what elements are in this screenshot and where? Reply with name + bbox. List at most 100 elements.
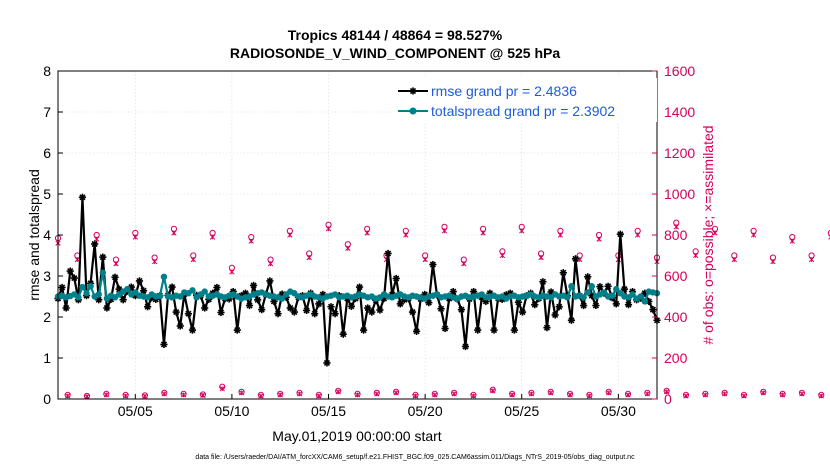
rmse-point: [331, 310, 339, 318]
rmse-point: [144, 303, 152, 311]
assimilated-obs-marker: [528, 391, 535, 397]
assimilated-obs-marker: [789, 238, 795, 244]
assimilated-obs-marker: [770, 258, 776, 265]
assimilated-obs-marker: [731, 256, 737, 263]
spread-point: [75, 294, 82, 301]
spread-point: [160, 273, 168, 281]
assimilated-obs-marker: [267, 261, 274, 267]
rmse-point: [364, 304, 372, 312]
rmse-point: [95, 296, 103, 304]
y-left-tick-label: 2: [43, 309, 51, 325]
assimilated-obs-marker: [238, 390, 245, 396]
rmse-point: [518, 308, 527, 316]
y-right-tick-label: 200: [664, 350, 688, 366]
rmse-point: [119, 296, 127, 304]
assimilated-obs-marker: [180, 392, 187, 398]
assimilated-obs-marker: [808, 256, 815, 263]
assimilated-obs-marker: [548, 390, 554, 396]
spread-point: [588, 283, 596, 290]
spread-point: [278, 295, 286, 302]
assimilated-obs-marker: [818, 393, 824, 399]
rmse-point: [490, 326, 498, 334]
y-left-tick-label: 3: [43, 268, 51, 284]
chart-title-line1: Tropics 48144 / 48864 = 98.527%: [288, 27, 503, 43]
spread-point: [156, 292, 164, 300]
rmse-point: [258, 306, 266, 314]
rmse-point: [539, 278, 547, 286]
rmse-point: [624, 301, 633, 309]
spread-point: [124, 285, 131, 293]
assimilated-obs-marker: [190, 256, 196, 263]
rmse-point: [274, 310, 282, 318]
spread-point: [568, 283, 575, 290]
x-tick-label: 05/25: [504, 403, 539, 419]
rmse-point: [78, 193, 87, 201]
rmse-point: [99, 253, 107, 261]
rmse-point: [160, 340, 168, 349]
spread-point: [95, 291, 102, 298]
spread-point: [189, 287, 196, 294]
rmse-point: [616, 230, 624, 238]
x-tick-label: 05/10: [214, 403, 249, 419]
y-left-tick-label: 6: [43, 145, 51, 161]
assimilated-obs-marker: [161, 391, 167, 397]
rmse-point: [139, 287, 148, 295]
y-left-tick-label: 1: [43, 350, 51, 366]
y-right-tick-label: 1200: [664, 145, 695, 161]
rmse-point: [249, 281, 258, 290]
assimilated-obs-marker: [432, 392, 438, 398]
rmse-point: [392, 274, 400, 283]
y-right-tick-label: 600: [664, 268, 688, 284]
assimilated-obs-marker: [84, 393, 90, 400]
rmse-point: [103, 304, 111, 312]
assimilated-obs-marker: [171, 230, 177, 236]
rmse-point: [368, 308, 376, 316]
assimilated-obs-marker: [345, 245, 351, 251]
assimilated-obs-marker: [219, 386, 225, 392]
rmse-point: [213, 283, 221, 292]
rmse-point: [270, 297, 278, 306]
rmse-point: [66, 267, 74, 275]
rmse-point: [176, 322, 184, 330]
assimilated-obs-marker: [509, 392, 515, 398]
rmse-point: [543, 324, 551, 332]
spread-point: [637, 293, 644, 300]
assimilated-obs-marker: [325, 226, 332, 232]
rmse-point: [188, 326, 197, 334]
assimilated-obs-marker: [692, 252, 699, 259]
y-left-tick-label: 8: [43, 63, 51, 79]
rmse-point: [551, 311, 559, 319]
rmse-point: [376, 306, 384, 314]
rmse-point: [425, 299, 433, 307]
rmse-point: [412, 327, 421, 335]
assimilated-obs-marker: [393, 390, 399, 396]
assimilated-obs-marker: [557, 232, 564, 238]
rmse-point: [355, 283, 364, 291]
rmse-point: [620, 285, 629, 293]
rmse-point: [449, 287, 457, 296]
assimilated-obs-marker: [132, 234, 138, 240]
rmse-point: [254, 296, 262, 304]
rmse-point: [584, 273, 592, 281]
rmse-point: [429, 260, 437, 269]
legend-rmse-marker: [409, 87, 417, 95]
assimilated-obs-marker: [403, 232, 409, 238]
assimilated-obs-marker: [673, 224, 679, 230]
y-right-tick-label: 1600: [664, 63, 695, 79]
assimilated-obs-marker: [664, 389, 670, 395]
rmse-point: [649, 306, 657, 314]
y-left-tick-label: 4: [43, 227, 51, 243]
assimilated-obs-marker: [712, 230, 718, 236]
spread-point: [564, 294, 571, 301]
rmse-point: [596, 283, 604, 291]
spread-point: [580, 294, 587, 301]
assimilated-obs-marker: [258, 393, 264, 399]
rmse-point: [580, 301, 588, 310]
assimilated-obs-marker: [316, 393, 322, 399]
x-tick-label: 05/20: [408, 403, 443, 419]
plot-area: [58, 71, 657, 399]
rmse-point: [339, 330, 347, 338]
possible-obs-marker: [827, 229, 830, 236]
rmse-point: [457, 306, 466, 314]
rmse-point: [604, 282, 612, 290]
